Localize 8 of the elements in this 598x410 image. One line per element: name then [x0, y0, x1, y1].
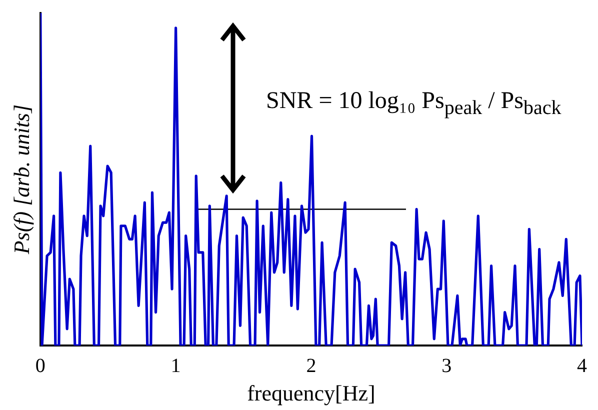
x-tick-label: 2	[306, 354, 316, 377]
x-tick-label: 3	[442, 354, 452, 377]
x-axis-title: frequency[Hz]	[247, 380, 376, 406]
x-tick-label: 0	[35, 354, 46, 377]
annotation: SNR = 10 log₁₀ Ps$_{peak}$ / Ps$_{back}$	[266, 88, 562, 120]
x-tick-label: 4	[577, 354, 587, 377]
y-axis-title: Ps(f) [arb. units]	[8, 104, 34, 256]
x-tick-label: 1	[170, 354, 181, 377]
